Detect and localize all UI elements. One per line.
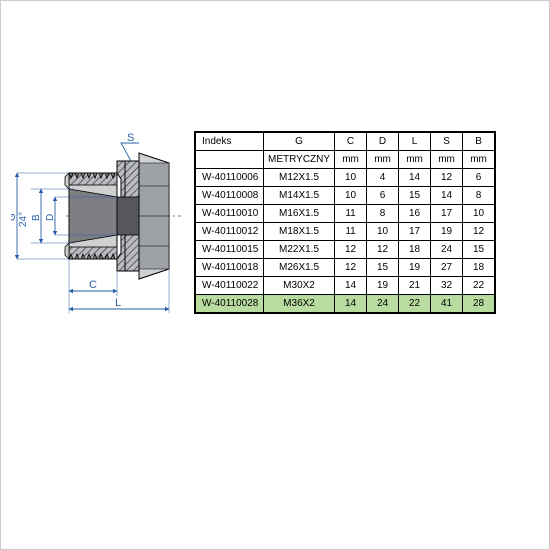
svg-text:C: C bbox=[89, 279, 97, 291]
table-cell: 18 bbox=[399, 241, 431, 259]
table-cell: 15 bbox=[463, 241, 495, 259]
table-cell: W-40110010 bbox=[196, 205, 264, 223]
content-row: S G 24° B D bbox=[11, 131, 496, 331]
table-cell: 12 bbox=[367, 241, 399, 259]
table-row: W-40110015M22X1.51212182415 bbox=[196, 241, 495, 259]
table-cell: 15 bbox=[367, 259, 399, 277]
col-header: B bbox=[463, 133, 495, 151]
table-cell: M14X1.5 bbox=[264, 187, 335, 205]
table-cell: 10 bbox=[463, 205, 495, 223]
table-cell: 17 bbox=[431, 205, 463, 223]
hex-head bbox=[139, 153, 169, 279]
table-cell: 10 bbox=[367, 223, 399, 241]
table-cell: 19 bbox=[367, 277, 399, 295]
table-cell: 12 bbox=[463, 223, 495, 241]
table-row: W-40110018M26X1.51215192718 bbox=[196, 259, 495, 277]
table-cell: M18X1.5 bbox=[264, 223, 335, 241]
table-cell: 22 bbox=[463, 277, 495, 295]
table-cell: 12 bbox=[431, 169, 463, 187]
col-subheader: mm bbox=[335, 151, 367, 169]
col-subheader bbox=[196, 151, 264, 169]
table-cell: 16 bbox=[399, 205, 431, 223]
table-row: W-40110012M18X1.51110171912 bbox=[196, 223, 495, 241]
col-subheader: METRYCZNY bbox=[264, 151, 335, 169]
table-cell: 19 bbox=[399, 259, 431, 277]
table-cell: 17 bbox=[399, 223, 431, 241]
table-cell: 21 bbox=[399, 277, 431, 295]
table-cell: 12 bbox=[335, 241, 367, 259]
table-row: W-40110008M14X1.510615148 bbox=[196, 187, 495, 205]
col-subheader: mm bbox=[399, 151, 431, 169]
table-cell: 22 bbox=[399, 295, 431, 313]
table-cell: 32 bbox=[431, 277, 463, 295]
table-cell: W-40110028 bbox=[196, 295, 264, 313]
table-cell: W-40110018 bbox=[196, 259, 264, 277]
spec-table: IndeksGCDLSB METRYCZNYmmmmmmmmmm W-40110… bbox=[195, 132, 495, 313]
col-header: D bbox=[367, 133, 399, 151]
table-cell: W-40110022 bbox=[196, 277, 264, 295]
table-cell: 8 bbox=[463, 187, 495, 205]
table-cell: 41 bbox=[431, 295, 463, 313]
table-cell: M36X2 bbox=[264, 295, 335, 313]
table-cell: 24 bbox=[431, 241, 463, 259]
table-cell: 12 bbox=[335, 259, 367, 277]
svg-text:D: D bbox=[45, 214, 56, 221]
dim-s: S bbox=[121, 132, 139, 161]
table-cell: 14 bbox=[431, 187, 463, 205]
table-cell: 10 bbox=[335, 169, 367, 187]
table-cell: 28 bbox=[463, 295, 495, 313]
spec-table-wrap: IndeksGCDLSB METRYCZNYmmmmmmmmmm W-40110… bbox=[194, 131, 496, 314]
table-row: W-40110022M30X21419213222 bbox=[196, 277, 495, 295]
table-cell: M26X1.5 bbox=[264, 259, 335, 277]
svg-text:24°: 24° bbox=[18, 212, 29, 227]
table-cell: 10 bbox=[335, 187, 367, 205]
table-body: W-40110006M12X1.510414126W-40110008M14X1… bbox=[196, 169, 495, 313]
col-subheader: mm bbox=[431, 151, 463, 169]
col-header: L bbox=[399, 133, 431, 151]
part-diagram: S G 24° B D bbox=[11, 131, 186, 331]
table-row: W-40110028M36X21424224128 bbox=[196, 295, 495, 313]
col-header: Indeks bbox=[196, 133, 264, 151]
col-header: S bbox=[431, 133, 463, 151]
table-cell: 4 bbox=[367, 169, 399, 187]
table-cell: 11 bbox=[335, 205, 367, 223]
table-cell: 6 bbox=[463, 169, 495, 187]
col-subheader: mm bbox=[367, 151, 399, 169]
table-cell: W-40110006 bbox=[196, 169, 264, 187]
table-cell: W-40110015 bbox=[196, 241, 264, 259]
table-row: W-40110006M12X1.510414126 bbox=[196, 169, 495, 187]
table-head: IndeksGCDLSB METRYCZNYmmmmmmmmmm bbox=[196, 133, 495, 169]
table-cell: 24 bbox=[367, 295, 399, 313]
table-cell: 15 bbox=[399, 187, 431, 205]
svg-text:S: S bbox=[127, 132, 134, 144]
table-cell: 14 bbox=[399, 169, 431, 187]
table-cell: 11 bbox=[335, 223, 367, 241]
table-cell: M22X1.5 bbox=[264, 241, 335, 259]
table-cell: W-40110008 bbox=[196, 187, 264, 205]
table-cell: M30X2 bbox=[264, 277, 335, 295]
table-cell: W-40110012 bbox=[196, 223, 264, 241]
table-cell: 14 bbox=[335, 277, 367, 295]
table-cell: 6 bbox=[367, 187, 399, 205]
table-cell: 14 bbox=[335, 295, 367, 313]
table-row: W-40110010M16X1.5118161710 bbox=[196, 205, 495, 223]
svg-text:G: G bbox=[11, 213, 18, 221]
table-cell: 19 bbox=[431, 223, 463, 241]
table-cell: 27 bbox=[431, 259, 463, 277]
col-subheader: mm bbox=[463, 151, 495, 169]
table-cell: M12X1.5 bbox=[264, 169, 335, 187]
svg-text:B: B bbox=[31, 214, 42, 221]
table-cell: 18 bbox=[463, 259, 495, 277]
table-cell: 8 bbox=[367, 205, 399, 223]
col-header: C bbox=[335, 133, 367, 151]
table-cell: M16X1.5 bbox=[264, 205, 335, 223]
col-header: G bbox=[264, 133, 335, 151]
svg-text:L: L bbox=[115, 297, 121, 309]
